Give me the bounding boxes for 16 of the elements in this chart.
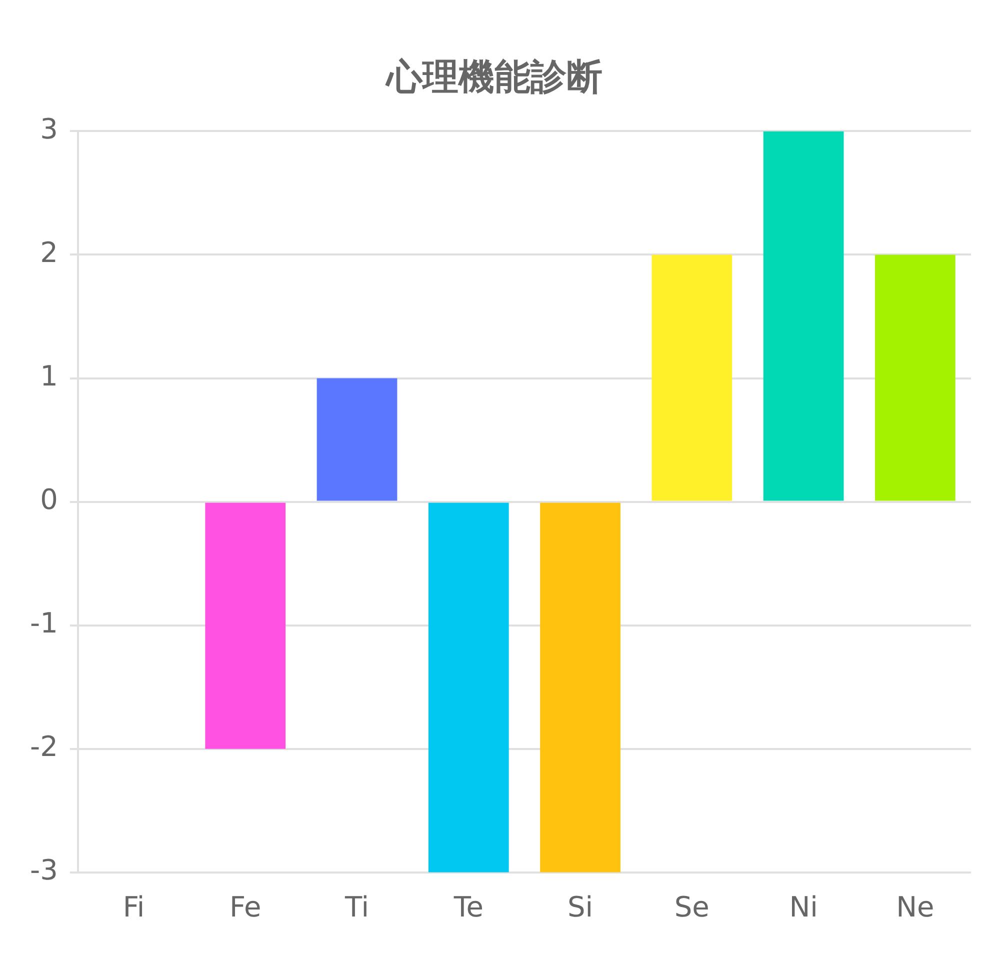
y-tick-label: 1 [40,360,58,393]
y-tick-label: -3 [30,854,58,887]
x-tick-label: Ne [896,890,934,924]
x-tick-label: Si [567,890,594,924]
chart-title: 心理機能診断 [384,56,602,98]
y-tick-label: 0 [40,483,58,516]
y-tick-label: 2 [40,236,58,270]
x-tick-label: Fe [229,890,262,924]
x-tick-label: Fi [122,890,145,924]
x-tick-label: Se [674,890,710,924]
y-tick-label: -2 [30,730,58,764]
y-tick-label: -1 [30,606,58,640]
x-tick-label: Ni [789,890,818,924]
y-tick-label: 3 [40,112,58,146]
x-tick-label: Ti [344,890,370,924]
x-tick-label: Te [452,890,484,924]
